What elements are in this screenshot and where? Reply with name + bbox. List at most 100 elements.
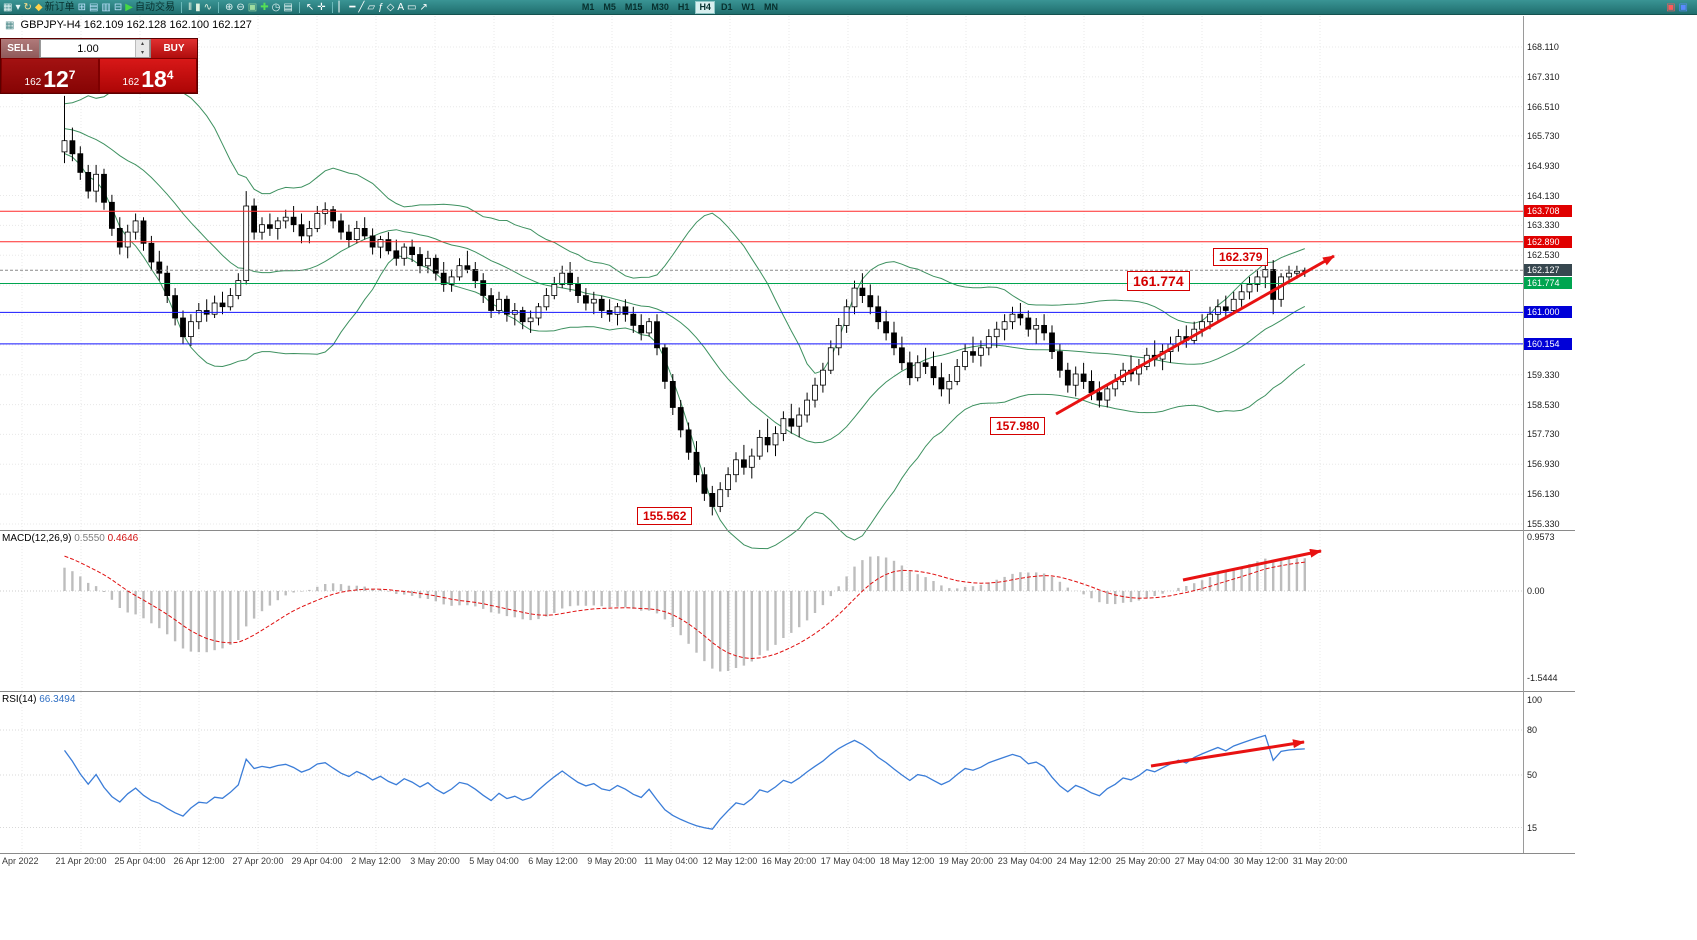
sell-price[interactable]: 162 12 7 [2, 59, 98, 92]
market-watch-icon[interactable]: ⊞ [78, 1, 86, 14]
macd-panel-separator [0, 530, 1575, 531]
candlestick-series [61, 95, 1308, 516]
rsi-value: 66.3494 [39, 694, 76, 705]
price-annotation[interactable]: 157.980 [990, 417, 1046, 435]
lot-increase-button[interactable]: ▴ [136, 40, 149, 49]
templates-icon: ▤ [283, 1, 293, 13]
line-chart-icon[interactable]: ∿ [204, 1, 212, 14]
trend-arrow[interactable] [1150, 739, 1305, 768]
trendline-icon[interactable]: ╱ [358, 1, 364, 14]
chart-ohlc: 162.109 162.128 162.100 162.127 [83, 19, 252, 31]
timeframe-m30-button[interactable]: M30 [651, 1, 669, 12]
timeframe-h1-button[interactable]: H1 [677, 1, 690, 12]
arrows-tool-icon[interactable]: ↗ [419, 1, 427, 14]
price-line-tag[interactable]: 162.127 [1524, 264, 1572, 277]
buy-price-point: 4 [166, 68, 174, 82]
toolbar-separator [298, 1, 300, 13]
timeframe-h4-button[interactable]: H4 [695, 0, 715, 14]
navigator-icon: ▥ [101, 1, 111, 13]
new-order-button[interactable]: ◆ 新订单 [35, 1, 75, 14]
sell-price-prefix: 162 [24, 77, 42, 88]
macd-histogram [63, 556, 1307, 672]
timeframe-m5-button[interactable]: M5 [603, 1, 616, 12]
timeframe-w1-button[interactable]: W1 [741, 1, 755, 12]
sell-price-point: 7 [68, 68, 76, 82]
zoom-in-icon[interactable]: ⊕ [225, 1, 233, 14]
tile-windows-icon[interactable]: ▣ [248, 1, 257, 14]
info-icon[interactable]: ▣ [1678, 1, 1688, 13]
trend-arrow[interactable] [1182, 548, 1322, 582]
cursor-icon[interactable]: ↖ [306, 1, 314, 14]
channel-icon[interactable]: ▱ [367, 1, 375, 14]
fibonacci-icon[interactable]: ƒ [378, 1, 384, 14]
periods-icon[interactable]: ◷ [272, 1, 281, 14]
horizontal-line-icon[interactable]: ━ [349, 1, 355, 14]
macd-signal-value: 0.4646 [107, 533, 139, 544]
lot-size-field: ▴ ▾ [40, 39, 150, 58]
profiles-icon[interactable]: ▾ [15, 1, 20, 14]
bollinger-band [64, 128, 1306, 444]
candles-chart-icon: ▮ [195, 1, 201, 13]
price-line-tag[interactable]: 163.708 [1524, 205, 1572, 218]
zoom-out-icon[interactable]: ⊖ [236, 1, 244, 14]
macd-signal-line [64, 555, 1305, 660]
new-order-button-label: 新订单 [44, 1, 75, 13]
market-watch-icon: ⊞ [77, 1, 86, 13]
price-line-tag[interactable]: 161.000 [1524, 306, 1572, 319]
price-line-tag[interactable]: 160.154 [1524, 337, 1572, 350]
lot-size-input[interactable] [41, 40, 135, 57]
timeframe-m15-button[interactable]: M15 [624, 1, 643, 12]
crosshair-icon[interactable]: ✛ [317, 1, 325, 14]
data-window-icon: ▤ [88, 1, 99, 13]
shapes-icon[interactable]: ◇ [387, 1, 395, 14]
price-line-tag[interactable]: 161.774 [1524, 277, 1572, 290]
data-window-icon[interactable]: ▤ [89, 1, 98, 14]
sell-price-pips: 12 [43, 66, 69, 92]
text-icon: A [397, 1, 405, 13]
vertical-line-icon[interactable]: ▏ [339, 1, 347, 14]
shapes-icon: ◇ [386, 1, 395, 13]
text-icon[interactable]: A [397, 1, 404, 14]
timeframe-m1-button[interactable]: M1 [581, 1, 595, 12]
terminal-icon[interactable]: ⊟ [114, 1, 122, 14]
trend-arrow[interactable] [1055, 254, 1335, 416]
lot-decrease-button[interactable]: ▾ [136, 48, 149, 57]
periods-icon: ◷ [271, 1, 281, 13]
arrows-tool-icon: ↗ [419, 1, 428, 13]
navigator-icon[interactable]: ▥ [101, 1, 110, 14]
cursor-icon: ↖ [305, 1, 315, 13]
indicators-icon[interactable]: ✚ [260, 1, 268, 14]
horizontal-line-icon: ━ [349, 1, 356, 13]
price-annotation[interactable]: 155.562 [637, 507, 693, 525]
zoom-out-icon: ⊖ [236, 1, 245, 13]
channel-icon: ▱ [367, 1, 376, 13]
sell-button[interactable]: SELL [1, 39, 39, 58]
templates-icon[interactable]: ▤ [283, 1, 292, 14]
buy-button[interactable]: BUY [151, 39, 197, 58]
price-axis-separator [1523, 16, 1524, 853]
refresh-icon[interactable]: ↻ [23, 1, 31, 14]
bollinger-band [64, 153, 1306, 550]
indicators-icon: ✚ [260, 1, 269, 13]
price-annotation[interactable]: 162.379 [1213, 248, 1269, 266]
bars-chart-icon[interactable]: ‖ [188, 1, 192, 14]
buy-price[interactable]: 162 18 4 [100, 59, 196, 92]
price-annotation[interactable]: 161.774 [1127, 271, 1190, 291]
timeframe-d1-button[interactable]: D1 [720, 1, 733, 12]
vertical-line-icon: ▏ [338, 1, 347, 13]
rsi-line [63, 734, 1305, 830]
auto-trading-button[interactable]: ▶ 自动交易 [125, 1, 175, 14]
refresh-icon: ↻ [23, 1, 32, 13]
text-label-icon[interactable]: ▭ [407, 1, 416, 14]
candles-chart-icon[interactable]: ▮ [195, 1, 201, 14]
trendline-icon: ╱ [358, 1, 365, 13]
new-chart-icon[interactable]: ▦ [3, 1, 12, 14]
alert-icon[interactable]: ▣ [1666, 1, 1676, 13]
macd-main-value: 0.5550 [74, 533, 105, 544]
chart-icon: ▦ [5, 20, 15, 31]
price-line-tag[interactable]: 162.890 [1524, 235, 1572, 248]
terminal-icon: ⊟ [113, 1, 123, 13]
timeframe-mn-button[interactable]: MN [763, 1, 778, 12]
